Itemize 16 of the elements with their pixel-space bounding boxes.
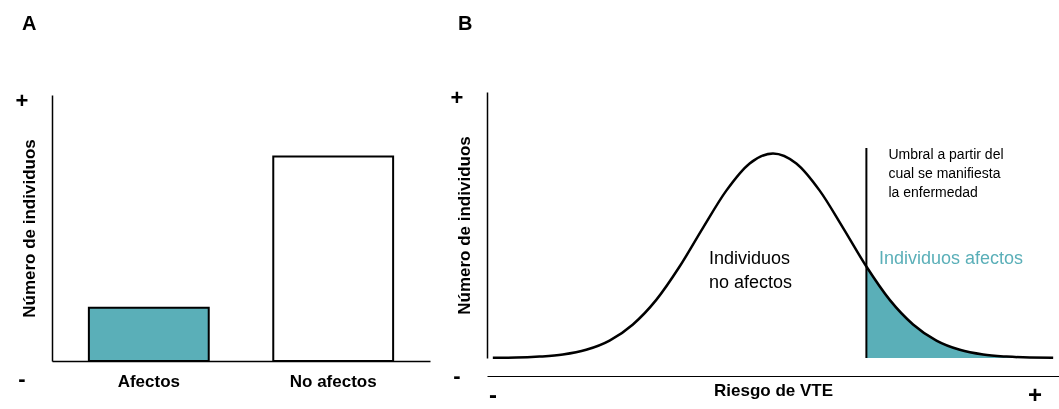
- chart-title: B: [458, 12, 473, 34]
- text: +: [1027, 381, 1043, 408]
- text: Umbral a partir del cual se manifiesta la enfermedad: [888, 146, 1004, 200]
- y-axis-title: Número de individuos: [454, 136, 474, 315]
- text: -: [18, 366, 26, 391]
- annotation: Individuos no afectos: [709, 248, 793, 292]
- x-tick-label: Afectos: [117, 371, 180, 391]
- text: +: [15, 88, 29, 113]
- text: -: [489, 381, 497, 408]
- x-axis-title: Riesgo de VTE: [713, 380, 834, 400]
- text: +: [450, 85, 464, 110]
- x-tick-label: No afectos: [289, 371, 377, 391]
- chart-title: A: [22, 12, 37, 34]
- y-axis-title: Número de individuos: [19, 139, 39, 318]
- text: -: [453, 363, 461, 388]
- annotation: Individuos afectos: [879, 248, 1024, 268]
